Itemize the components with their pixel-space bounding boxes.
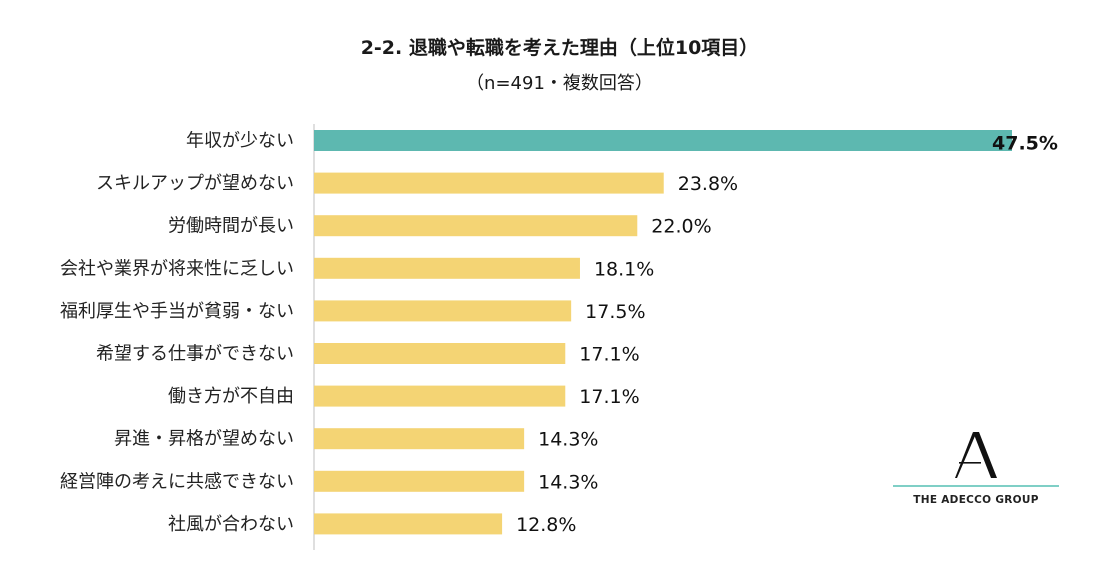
category-label: 社風が合わない (168, 514, 294, 535)
adecco-a-mark-icon (955, 432, 997, 478)
category-label: 昇進・昇格が望めない (114, 429, 294, 450)
data-label: 17.5% (585, 301, 645, 323)
category-label: 福利厚生や手当が貧弱・ない (60, 301, 294, 322)
category-label: 労働時間が長い (168, 216, 294, 237)
bar (314, 257, 580, 279)
bar (314, 172, 664, 194)
data-label: 17.1% (579, 386, 639, 408)
bar (314, 215, 638, 237)
bar (314, 130, 1012, 151)
category-label: 希望する仕事ができない (96, 344, 294, 365)
bar (314, 470, 525, 492)
data-label: 47.5% (992, 133, 1058, 155)
bar (314, 343, 566, 364)
bar (314, 300, 572, 322)
category-label: 経営陣の考えに共感できない (60, 471, 294, 492)
data-label: 23.8% (678, 173, 738, 195)
bar (314, 385, 566, 407)
logo-divider (893, 485, 1059, 487)
data-label: 14.3% (538, 471, 598, 493)
data-label: 18.1% (594, 258, 654, 280)
category-label: 会社や業界が将来性に乏しい (60, 258, 294, 279)
data-label: 22.0% (651, 216, 711, 238)
bar (314, 513, 503, 535)
category-label: 年収が少ない (186, 131, 294, 152)
adecco-logo: THE ADECCO GROUP (893, 432, 1059, 512)
bar (314, 428, 525, 450)
data-label: 12.8% (516, 514, 576, 536)
data-label: 17.1% (579, 344, 639, 366)
category-label: スキルアップが望めない (96, 173, 294, 194)
chart-subtitle: （n=491・複数回答） (466, 73, 653, 94)
data-label: 14.3% (538, 429, 598, 451)
category-label: 働き方が不自由 (168, 386, 294, 407)
logo-text: THE ADECCO GROUP (913, 494, 1039, 506)
chart-title: 2-2. 退職や転職を考えた理由（上位10項目） (360, 37, 759, 59)
